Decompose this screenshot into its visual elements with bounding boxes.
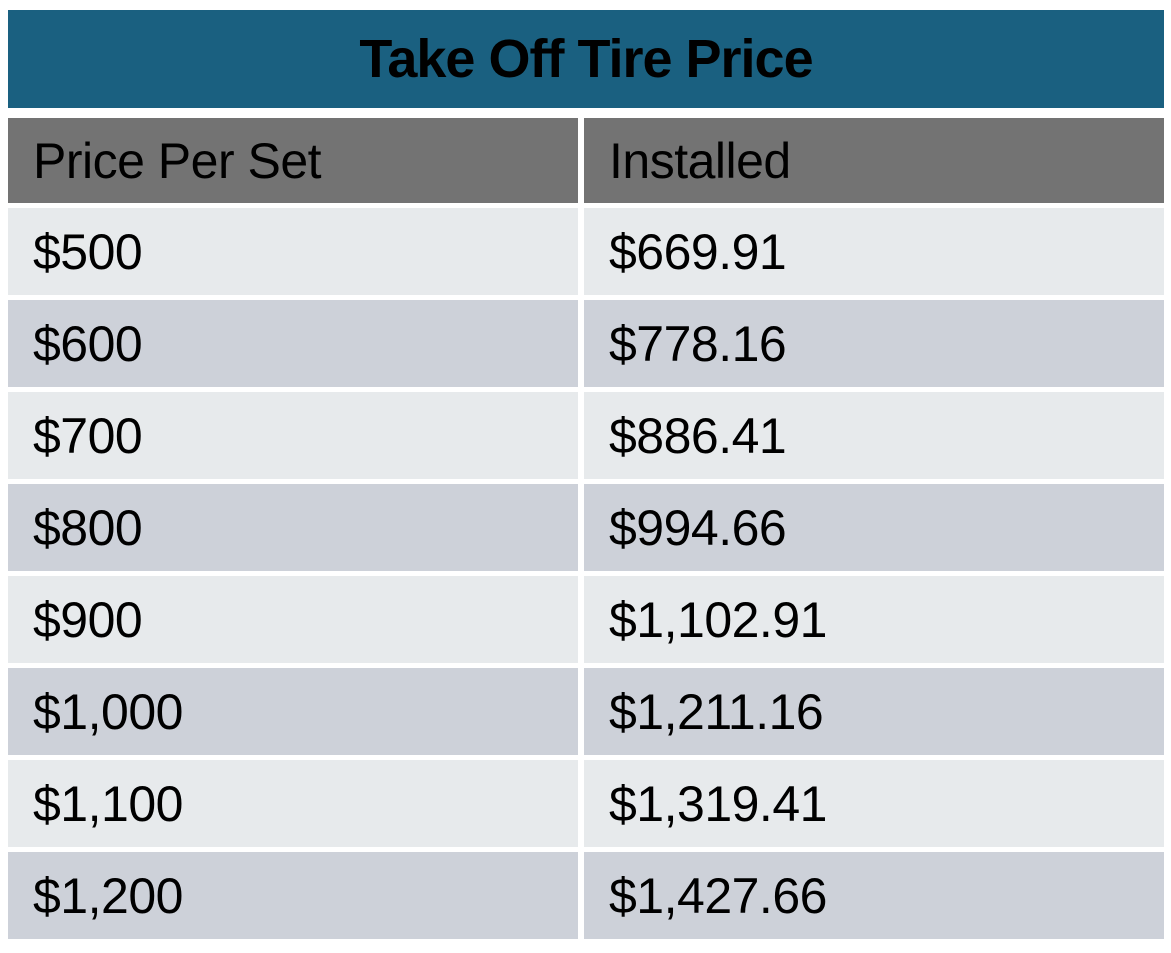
table-title-bar: Take Off Tire Price (8, 10, 1164, 108)
cell-installed: $1,102.91 (584, 576, 1164, 663)
cell-price-per-set: $900 (8, 576, 578, 663)
cell-price-per-set: $800 (8, 484, 578, 571)
table-title: Take Off Tire Price (359, 29, 813, 89)
table-header-row: Price Per Set Installed (8, 118, 1164, 203)
column-header-price-per-set: Price Per Set (8, 118, 578, 203)
table-row: $1,000 $1,211.16 (8, 668, 1164, 755)
table-row: $1,200 $1,427.66 (8, 852, 1164, 939)
table-row: $500 $669.91 (8, 208, 1164, 295)
table-row: $800 $994.66 (8, 484, 1164, 571)
cell-installed: $886.41 (584, 392, 1164, 479)
cell-price-per-set: $1,000 (8, 668, 578, 755)
column-header-installed: Installed (584, 118, 1164, 203)
cell-price-per-set: $600 (8, 300, 578, 387)
cell-price-per-set: $1,200 (8, 852, 578, 939)
cell-installed: $994.66 (584, 484, 1164, 571)
table-row: $1,100 $1,319.41 (8, 760, 1164, 847)
table-row: $900 $1,102.91 (8, 576, 1164, 663)
cell-installed: $669.91 (584, 208, 1164, 295)
cell-installed: $1,319.41 (584, 760, 1164, 847)
cell-installed: $1,211.16 (584, 668, 1164, 755)
cell-installed: $1,427.66 (584, 852, 1164, 939)
cell-price-per-set: $1,100 (8, 760, 578, 847)
table-row: $700 $886.41 (8, 392, 1164, 479)
cell-price-per-set: $500 (8, 208, 578, 295)
cell-installed: $778.16 (584, 300, 1164, 387)
cell-price-per-set: $700 (8, 392, 578, 479)
table-row: $600 $778.16 (8, 300, 1164, 387)
